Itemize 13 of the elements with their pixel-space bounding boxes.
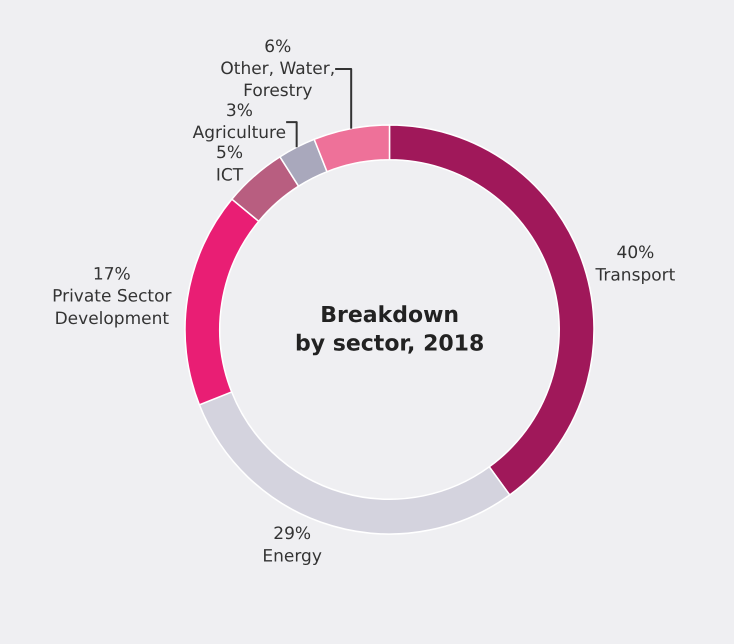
data-label: 29%	[273, 524, 312, 544]
data-label: 40%	[616, 243, 654, 264]
data-label: 5%	[216, 143, 243, 164]
text: Breakdown by sector, 2018	[295, 303, 484, 357]
slice-label: Energy	[262, 546, 322, 566]
slice-label: Agriculture	[192, 123, 286, 144]
data-label: 17%	[92, 264, 131, 285]
slice-label: ICT	[216, 165, 244, 186]
slice-label: Other, Water, Forestry	[220, 59, 336, 102]
data-label: 6%	[264, 36, 292, 57]
slice-label: Transport	[594, 265, 676, 286]
slice-label: Private Sector Development	[52, 286, 172, 329]
data-label: 3%	[226, 101, 253, 122]
